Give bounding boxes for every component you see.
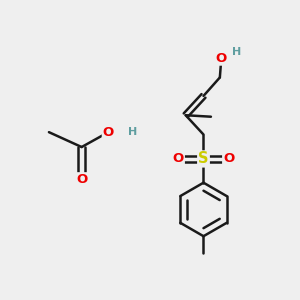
Text: O: O	[172, 152, 184, 165]
Text: O: O	[216, 52, 227, 65]
Text: O: O	[103, 126, 114, 139]
Text: O: O	[223, 152, 234, 165]
Text: H: H	[232, 46, 242, 57]
Text: S: S	[198, 152, 209, 166]
Text: H: H	[128, 127, 137, 137]
Text: O: O	[76, 173, 87, 186]
